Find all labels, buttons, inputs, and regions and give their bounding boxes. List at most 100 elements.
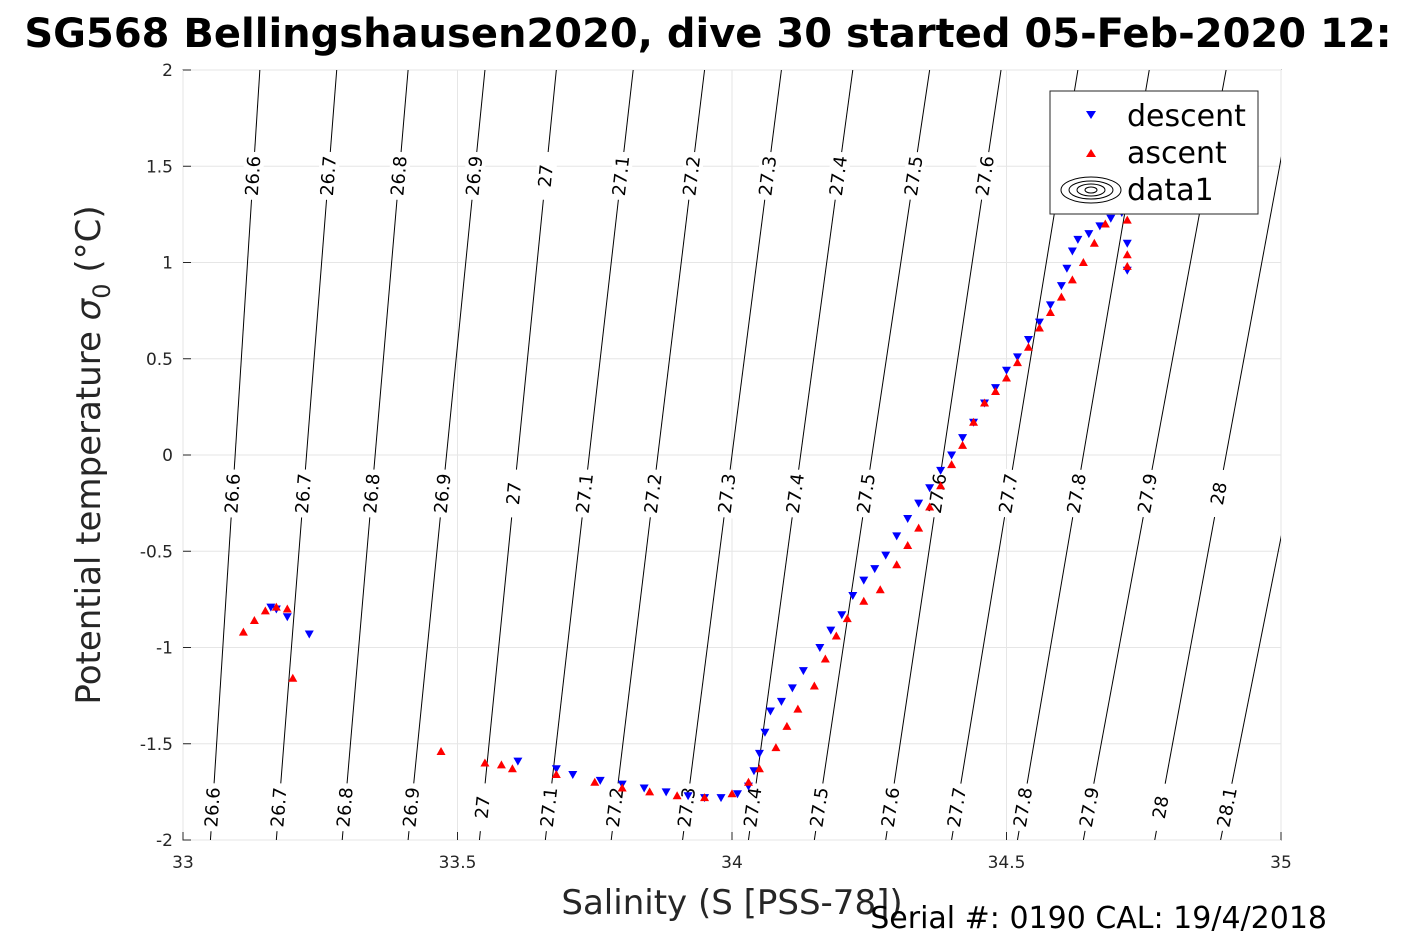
ascent-point (947, 460, 957, 469)
descent-point (1056, 282, 1066, 291)
descent-point (760, 728, 770, 737)
ascent-point (1034, 323, 1044, 332)
density-contour-line (1154, 156, 1281, 840)
descent-point (958, 434, 968, 443)
y-tick-label: -2 (156, 831, 173, 851)
contour-label-gap (900, 150, 928, 202)
ascent-point (1078, 258, 1088, 266)
legend-data1-label: data1 (1127, 173, 1214, 208)
descent-point (914, 499, 924, 508)
descent-point (837, 611, 847, 620)
contour-label-gap (877, 782, 905, 833)
ascent-point (793, 704, 803, 713)
ascent-point (645, 787, 655, 796)
contour-level-label: 26.6 (201, 787, 225, 828)
contour-label-gap (1075, 781, 1104, 833)
legend-descent-label: descent (1127, 99, 1246, 134)
contour-label-gap (1146, 781, 1176, 833)
contour-label-gap (399, 782, 424, 833)
contour-label-gap (533, 151, 559, 201)
descent-point (661, 788, 671, 797)
contour-label-gap (640, 468, 667, 519)
ascent-point (1100, 219, 1110, 228)
series-ascent (238, 204, 1132, 802)
descent-point (749, 767, 759, 776)
contour-label-gap (673, 782, 700, 833)
contour-level-label: 28 (1207, 480, 1232, 506)
contour-level-label: 27.3 (755, 155, 781, 197)
contour-label-gap (608, 150, 634, 201)
descent-point (892, 532, 902, 541)
contour-level-label: 27.3 (715, 472, 741, 514)
contour-label-gap (572, 468, 598, 519)
descent-point (881, 551, 891, 560)
contour-label-gap (825, 150, 852, 202)
descent-point (304, 630, 314, 639)
descent-point (1023, 336, 1033, 344)
ascent-point (903, 540, 913, 549)
ascent-point (809, 681, 819, 690)
ascent-point (958, 440, 968, 449)
contour-level-label: 26.6 (242, 155, 266, 196)
contour-label-gap (201, 782, 225, 832)
contour-level-label: 26.8 (360, 473, 384, 515)
descent-point (1106, 214, 1116, 223)
ascent-point (914, 523, 924, 532)
contour-label-gap (536, 782, 562, 833)
descent-point (1084, 230, 1094, 239)
legend-ascent-label: ascent (1127, 136, 1227, 171)
contour-label-gap (462, 151, 487, 201)
contour-label-gap (678, 150, 705, 201)
contour-label-gap (241, 151, 265, 201)
ascent-point (1002, 373, 1011, 382)
ascent-point (743, 777, 753, 786)
ascent-point (936, 481, 946, 490)
ascent-point (617, 783, 627, 792)
contour-level-label: 28 (1149, 794, 1174, 820)
contour-label-gap (267, 782, 291, 832)
legend-descent-marker (1086, 111, 1096, 119)
ascent-point (1067, 275, 1077, 284)
contour-level-label: 26.7 (292, 473, 316, 515)
contour-label-gap (1212, 781, 1242, 833)
descent-point (1067, 247, 1077, 256)
y-axis-label: Potential temperature σ0 (°C) (69, 205, 116, 704)
descent-point (776, 697, 786, 706)
ascent-point (771, 743, 781, 752)
descent-point (1034, 318, 1044, 327)
ascent-point (1056, 292, 1066, 301)
ascent-point (820, 654, 830, 663)
density-contour-line (1220, 534, 1281, 840)
descent-point (826, 626, 836, 635)
ascent-point (842, 614, 852, 623)
contour-level-label: 27.1 (537, 786, 562, 828)
ascent-point (436, 746, 446, 755)
y-tick-label: 2 (162, 61, 173, 81)
axes: 33 33.5 34 34.5 35 -2 -1.5 -1 -0.5 0 0.5 1 1.5 2 (140, 61, 1292, 873)
contour-level-label: 27.2 (641, 472, 667, 514)
data-series (238, 204, 1132, 803)
descent-point (1122, 239, 1132, 248)
ascent-point (700, 793, 710, 802)
contour-label-gap (221, 468, 245, 519)
y-tick-label: -1.5 (140, 735, 173, 755)
contour-level-label: 27.1 (573, 472, 598, 514)
ascent-point (1045, 308, 1055, 317)
ascent-point (260, 606, 270, 615)
contour-level-label: 27.2 (603, 786, 629, 828)
ascent-point (925, 502, 935, 511)
contour-level-label: 26.8 (333, 786, 357, 828)
contour-label-gap (333, 782, 358, 833)
ascent-point (859, 596, 869, 605)
descent-point (754, 749, 764, 758)
contour-level-label: 27 (503, 481, 526, 506)
descent-point (1045, 301, 1055, 310)
ascent-point (1122, 250, 1132, 259)
contour-label-gap (359, 468, 384, 519)
ascent-point (754, 764, 764, 773)
ascent-point (1023, 342, 1033, 351)
descent-point (936, 466, 946, 475)
contour-label-gap (1133, 468, 1162, 519)
ascent-point (271, 602, 281, 611)
